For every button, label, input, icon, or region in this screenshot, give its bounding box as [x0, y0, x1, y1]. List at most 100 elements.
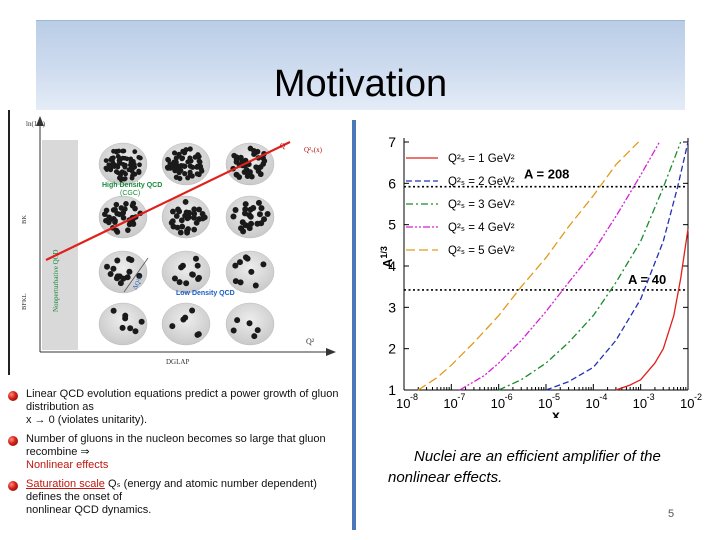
legend-label: Q²ₛ = 2 GeV² — [448, 176, 515, 188]
x-tick-label: 10 — [633, 396, 647, 411]
gluon-dot — [194, 163, 201, 169]
gluon-dot — [185, 214, 192, 221]
nucleon-disc — [161, 250, 211, 294]
side-label-bk: BK — [21, 215, 28, 224]
gluon-dot — [110, 265, 117, 272]
x-tick-exponent: -7 — [457, 392, 465, 402]
gluon-dot — [175, 206, 181, 213]
low-density-label: Low Density QCD — [176, 290, 235, 297]
gluon-dot — [112, 219, 118, 225]
gluon-dot — [237, 279, 244, 286]
left-edge-line — [8, 110, 10, 375]
gluon-dot — [244, 255, 251, 262]
nucleon-disc — [225, 250, 275, 294]
gluon-dot — [120, 148, 126, 154]
gluon-dot — [110, 307, 117, 314]
y-tick-label: 2 — [388, 341, 396, 357]
gluon-dot — [116, 273, 123, 280]
gluon-dot — [115, 154, 121, 159]
note-line-1: Nuclei are an efficient amplifier of the — [414, 448, 661, 465]
gluon-dot — [169, 323, 176, 330]
gluon-dot — [246, 320, 253, 327]
gluon-dot — [192, 255, 199, 262]
gluon-dot — [117, 280, 124, 287]
qs-label: Q²ₛ(x) — [304, 146, 323, 154]
gluon-dot — [191, 214, 197, 221]
nucleon-disc — [98, 250, 148, 294]
gluon-dot — [236, 259, 243, 266]
gluon-dot — [232, 278, 239, 285]
gluon-dot — [170, 208, 176, 215]
legend-label: Q²ₛ = 4 GeV² — [448, 222, 515, 234]
chart-x-label: x — [552, 407, 560, 418]
note-line-2: nonlinear effects. — [388, 469, 503, 486]
gluon-dot — [120, 214, 127, 221]
x-tick-exponent: -3 — [647, 392, 655, 402]
column-divider — [352, 120, 356, 530]
gluon-dot — [173, 155, 179, 161]
x-axis-arrow-icon — [326, 348, 336, 356]
gluon-dot — [125, 227, 131, 233]
gluon-dot — [196, 206, 203, 213]
gluon-dot — [195, 274, 202, 281]
gluon-dot — [255, 199, 262, 206]
chart-legend: Q²ₛ = 1 GeV² Q²ₛ = 2 GeV² Q²ₛ = 3 GeV² Q²ₛ … — [406, 153, 515, 257]
nucleon-disc — [98, 142, 148, 186]
gluon-dot — [247, 145, 254, 152]
gluon-dot — [236, 174, 243, 180]
x-tick-label: 10 — [538, 396, 552, 411]
gluon-dot — [115, 164, 121, 170]
gluon-dot — [128, 156, 134, 162]
bullet-list: Linear QCD evolution equations predict a… — [4, 388, 349, 523]
bullet-text: Number of gluons in the nucleon becomes … — [26, 433, 326, 458]
gluon-dot — [185, 159, 191, 165]
title-banner: Motivation — [36, 20, 685, 110]
gluon-dot — [171, 150, 178, 156]
saturation-chart: 1 2 3 4 5 6 7 10 -8 10 -7 10 -6 10 -5 10 -4 10 -3 10 -2 x A1/3… — [366, 118, 706, 423]
gluon-dot — [119, 324, 126, 331]
gluon-dot — [260, 261, 267, 268]
gluon-dot — [238, 225, 245, 232]
gluon-dot — [177, 175, 183, 182]
gluon-dot — [247, 213, 254, 220]
reference-label: A = 40 — [628, 272, 666, 287]
gluon-dot — [182, 199, 189, 205]
gluon-dot — [113, 201, 120, 208]
disc-grid — [98, 142, 275, 346]
gluon-dot — [173, 159, 179, 165]
nucleon-disc — [225, 195, 275, 239]
gluon-dot — [185, 226, 191, 232]
gluon-dot — [183, 280, 190, 287]
gluon-dot — [177, 229, 184, 236]
gluon-dot — [198, 166, 204, 172]
y-tick-label: 6 — [388, 175, 396, 191]
gluon-dot — [131, 165, 136, 171]
gluon-dot — [182, 314, 189, 321]
gluon-dot — [121, 170, 127, 176]
bullet-math: x → 0 — [26, 414, 55, 426]
gluon-dot — [247, 172, 254, 179]
gluon-dot — [109, 155, 115, 161]
gluon-dot — [132, 149, 138, 155]
gluon-dot — [120, 162, 126, 167]
nonperturbative-region — [42, 140, 78, 350]
gluon-dot — [102, 211, 108, 218]
gluon-dot — [230, 213, 237, 220]
gluon-dot — [241, 169, 248, 175]
gluon-dot — [124, 274, 131, 281]
gluon-dot — [126, 167, 132, 173]
series-line — [498, 141, 682, 391]
y-tick-label: 3 — [388, 299, 396, 315]
gluon-dot — [118, 172, 123, 178]
x-axis-label: Q² — [306, 337, 315, 346]
gluon-dot — [242, 206, 249, 213]
gluon-dot — [179, 223, 186, 230]
gluon-dot — [260, 161, 267, 167]
gluon-dot — [169, 164, 175, 170]
gluon-dot — [233, 154, 240, 161]
gluon-dot — [234, 317, 241, 324]
reference-label: A = 208 — [524, 167, 569, 182]
nucleon-disc — [161, 302, 211, 346]
x-tick-exponent: -2 — [694, 392, 702, 402]
page-number: 5 — [668, 508, 675, 520]
